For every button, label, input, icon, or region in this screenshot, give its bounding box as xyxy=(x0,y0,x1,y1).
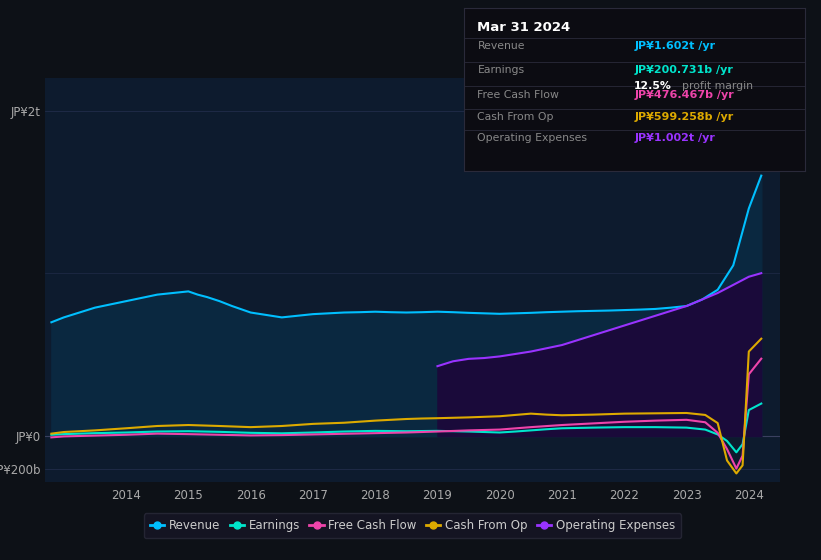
Text: Cash From Op: Cash From Op xyxy=(478,113,554,122)
Text: Mar 31 2024: Mar 31 2024 xyxy=(478,21,571,34)
Text: JP¥1.002t /yr: JP¥1.002t /yr xyxy=(635,133,715,143)
Text: 12.5%: 12.5% xyxy=(635,82,672,91)
Text: Free Cash Flow: Free Cash Flow xyxy=(478,90,559,100)
Text: Operating Expenses: Operating Expenses xyxy=(478,133,588,143)
Text: profit margin: profit margin xyxy=(682,82,753,91)
Text: Revenue: Revenue xyxy=(478,41,525,51)
Text: JP¥1.602t /yr: JP¥1.602t /yr xyxy=(635,41,715,51)
Text: JP¥200.731b /yr: JP¥200.731b /yr xyxy=(635,66,733,75)
Text: JP¥476.467b /yr: JP¥476.467b /yr xyxy=(635,90,734,100)
Text: Earnings: Earnings xyxy=(478,66,525,75)
Legend: Revenue, Earnings, Free Cash Flow, Cash From Op, Operating Expenses: Revenue, Earnings, Free Cash Flow, Cash … xyxy=(144,514,681,538)
Text: JP¥599.258b /yr: JP¥599.258b /yr xyxy=(635,113,733,122)
